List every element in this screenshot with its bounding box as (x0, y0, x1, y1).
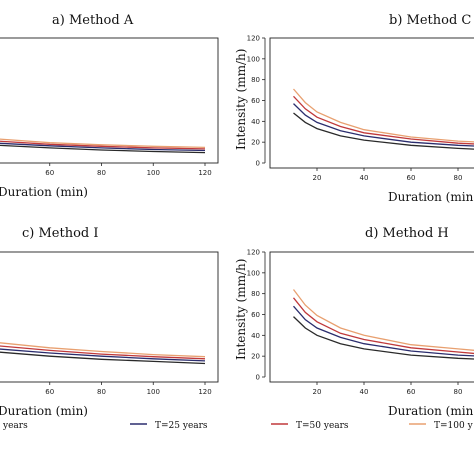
panel-c-xlabel: Duration (min) (0, 404, 88, 418)
panel-d-ylabel: Intensity (mm/h) (234, 259, 248, 360)
series-line-4 (0, 342, 206, 358)
y-tick-label: 80 (251, 290, 260, 298)
plot-frame (0, 37, 219, 164)
panel-d-title: d) Method H (365, 226, 449, 241)
x-tick-label: 80 (454, 388, 463, 396)
series-line-1 (293, 112, 474, 150)
x-tick-label: 120 (198, 388, 211, 396)
y-tick-label: 60 (251, 97, 260, 105)
panel-c-title: c) Method I (22, 226, 99, 241)
legend-label-3: T=50 years (296, 421, 349, 431)
series-line-1 (0, 144, 206, 154)
legend-label-4: T=100 y (434, 421, 474, 431)
x-tick-label: 80 (97, 169, 106, 177)
x-tick-label: 80 (454, 174, 463, 182)
x-tick-label: 60 (407, 174, 416, 182)
y-tick-label: 60 (251, 311, 260, 319)
panel-c-plot: 60 80 100 120 (0, 251, 219, 396)
y-tick-label: 40 (251, 118, 260, 126)
y-tick-label: 100 (247, 55, 260, 63)
panel-a-plot: 60 80 100 120 (0, 37, 219, 177)
x-tick-label: 40 (360, 174, 369, 182)
plot-frame (269, 251, 474, 383)
x-tick-label: 120 (198, 169, 211, 177)
series-line-3 (293, 95, 474, 145)
panel-b-xlabel: Duration (min) (388, 190, 474, 204)
series-line-1 (0, 351, 206, 365)
plot-frame (269, 37, 474, 169)
panel-d-xlabel: Duration (min) (388, 404, 474, 418)
panel-b-title: b) Method C (389, 13, 471, 28)
legend-label-1: years (2, 421, 28, 431)
series-line-2 (293, 103, 474, 147)
x-tick-label: 40 (360, 388, 369, 396)
y-tick-label: 120 (247, 35, 260, 43)
panel-b-plot: 20 40 60 80 0 20 40 60 80 100 120 (247, 35, 474, 182)
series-line-2 (293, 305, 474, 357)
series-line-3 (292, 297, 474, 355)
y-tick-label: 20 (251, 139, 260, 147)
series-line-1 (293, 316, 474, 360)
x-tick-label: 20 (313, 174, 322, 182)
series-line-4 (292, 289, 474, 351)
legend: years T=25 years T=50 years T=100 y (2, 421, 474, 431)
x-tick-label: 60 (45, 388, 54, 396)
panel-d-plot: 20 40 60 80 0 20 40 60 80 100 120 (247, 249, 474, 396)
y-tick-label: 80 (251, 76, 260, 84)
series-line-2 (0, 142, 206, 152)
x-tick-label: 20 (313, 388, 322, 396)
panel-a-xlabel: Duration (min) (0, 185, 88, 199)
y-tick-label: 0 (256, 374, 260, 382)
x-tick-label: 80 (97, 388, 106, 396)
series-line-2 (0, 348, 206, 362)
plot-frame (0, 251, 219, 383)
y-tick-label: 0 (256, 160, 260, 168)
panel-b-ylabel: Intensity (mm/h) (234, 49, 248, 150)
series-line-3 (0, 140, 206, 150)
y-tick-label: 40 (251, 332, 260, 340)
x-tick-label: 60 (407, 388, 416, 396)
legend-label-2: T=25 years (155, 421, 208, 431)
x-tick-label: 60 (45, 169, 54, 177)
y-tick-label: 120 (247, 249, 260, 257)
x-tick-label: 100 (147, 169, 160, 177)
y-tick-label: 100 (247, 269, 260, 277)
series-line-3 (0, 345, 206, 360)
series-line-4 (0, 138, 206, 149)
panel-a-title: a) Method A (52, 13, 134, 28)
series-line-4 (293, 88, 474, 143)
x-tick-label: 100 (147, 388, 160, 396)
y-tick-label: 20 (251, 353, 260, 361)
